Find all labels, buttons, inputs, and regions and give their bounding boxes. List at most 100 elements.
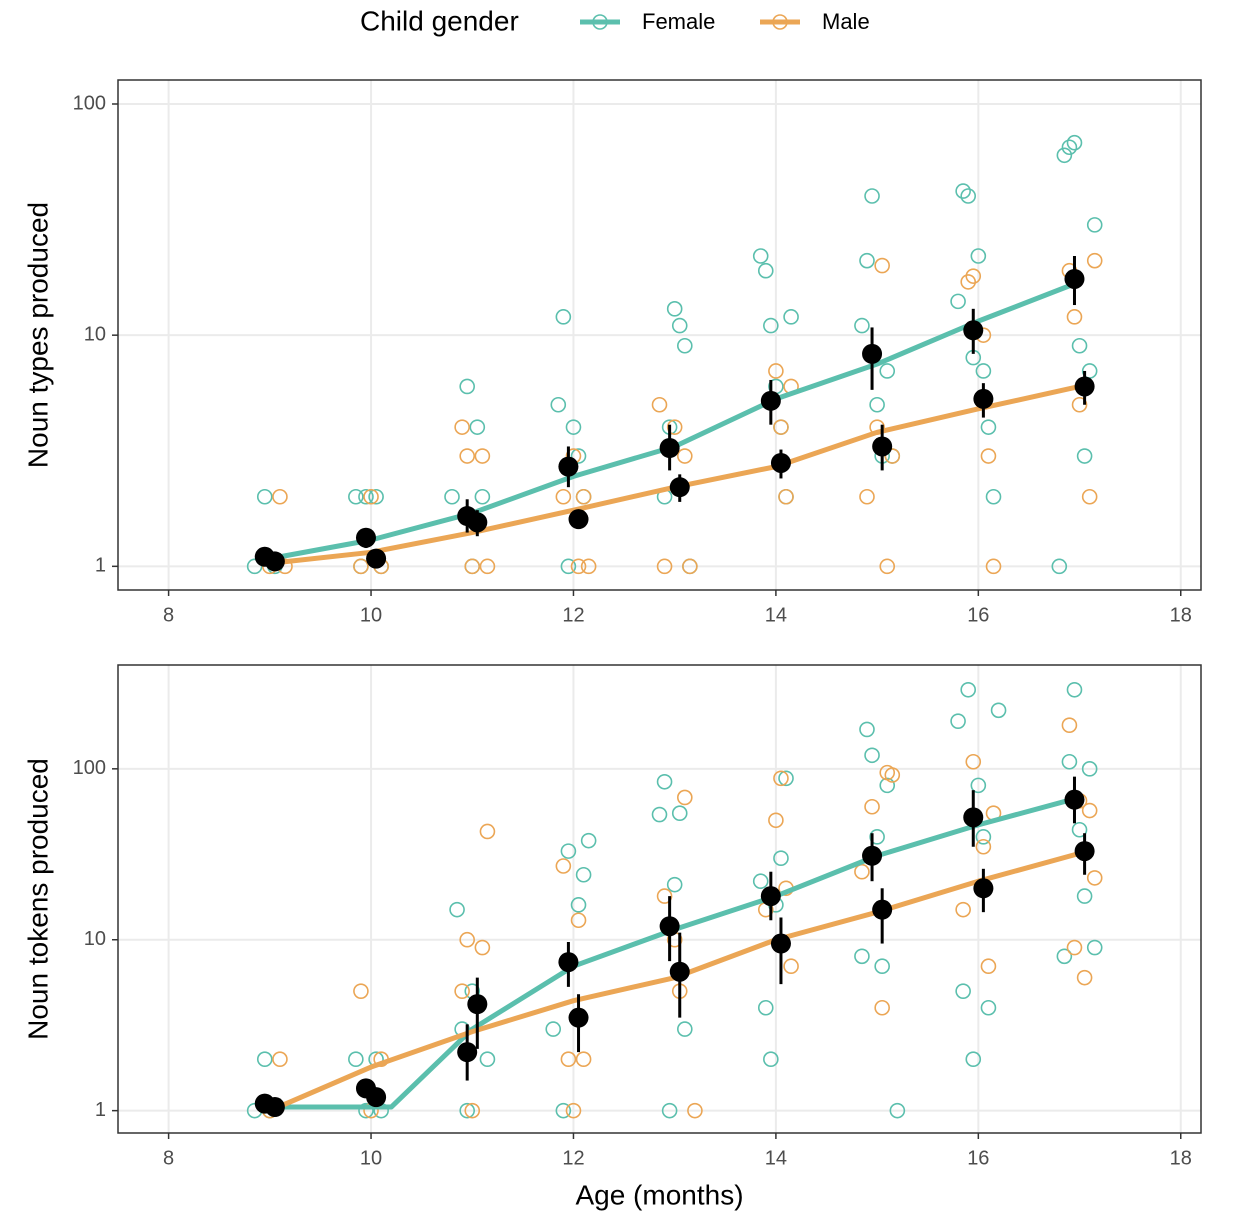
data-point (1081, 761, 1098, 777)
data-point (560, 558, 577, 575)
x-tick-label: 8 (163, 604, 174, 626)
data-point (444, 488, 460, 505)
y-tick-label: 1 (95, 1099, 106, 1121)
data-point (1061, 717, 1078, 733)
data-point (955, 901, 971, 918)
data-point (580, 832, 597, 849)
data-point (879, 363, 896, 379)
mean-point (760, 886, 781, 907)
data-point (459, 1102, 475, 1119)
data-point (651, 806, 668, 823)
data-point (955, 183, 971, 199)
mean-point (264, 1097, 285, 1118)
legend-label: Male (822, 9, 870, 34)
data-point (879, 777, 896, 794)
data-point (859, 488, 875, 505)
mean-point (872, 899, 893, 920)
data-point (778, 488, 794, 505)
panel-border (117, 664, 1202, 1134)
mean-point (1064, 789, 1085, 810)
data-point (1086, 939, 1103, 956)
data-point (474, 488, 491, 505)
legend-title: Child gender (360, 5, 519, 36)
mean-point (669, 961, 690, 982)
data-point (864, 188, 880, 204)
mean-point (659, 438, 680, 459)
data-point (1066, 939, 1083, 956)
data-point (687, 1102, 703, 1119)
data-point (358, 488, 374, 505)
data-point (256, 488, 273, 505)
data-point (651, 396, 668, 413)
data-point (985, 488, 1002, 505)
data-point (1056, 147, 1073, 164)
panel-border (117, 79, 1202, 591)
data-point (859, 252, 875, 269)
data-point (479, 1051, 496, 1067)
mean-point (862, 845, 883, 866)
data-point (661, 1102, 678, 1119)
data-point (479, 558, 496, 575)
data-point (752, 873, 769, 890)
data-point (960, 274, 977, 290)
data-point (570, 897, 587, 913)
mean-point (264, 551, 285, 572)
x-tick-label: 10 (360, 604, 382, 626)
data-point (1066, 309, 1083, 325)
mean-point (568, 1007, 589, 1028)
data-point (1081, 802, 1098, 819)
data-point (580, 558, 597, 575)
data-point (950, 293, 966, 310)
mean-point (973, 878, 994, 899)
data-point (960, 681, 977, 698)
data-point (575, 1051, 592, 1067)
data-point (763, 317, 779, 334)
mean-point (558, 456, 579, 477)
data-point (965, 753, 982, 770)
data-point (1061, 139, 1078, 156)
data-point (575, 866, 592, 883)
data-point (682, 558, 698, 575)
data-point (677, 1021, 693, 1037)
x-tick-label: 14 (765, 604, 787, 626)
data-point (980, 448, 997, 464)
data-point (955, 983, 971, 999)
data-point (565, 419, 582, 435)
data-point (874, 958, 890, 975)
data-point (570, 912, 587, 929)
data-point (560, 1051, 577, 1067)
data-point (864, 747, 880, 764)
data-point (363, 488, 379, 505)
x-tick-label: 10 (360, 1147, 382, 1169)
legend-key-point (772, 14, 788, 30)
data-point (1051, 558, 1068, 575)
data-point (555, 858, 572, 874)
data-point (575, 488, 592, 505)
y-tick-label: 1 (95, 555, 106, 577)
mean-point (558, 952, 579, 973)
x-tick-label: 16 (967, 1147, 989, 1169)
data-point (864, 798, 880, 815)
data-point (757, 262, 774, 279)
mean-point (457, 1042, 478, 1063)
data-point (1086, 217, 1103, 233)
data-point (783, 958, 799, 975)
data-point (1076, 888, 1093, 904)
data-point (353, 558, 369, 575)
data-point (246, 558, 263, 575)
data-point (353, 983, 369, 999)
mean-point (568, 509, 589, 530)
data-point (980, 419, 997, 435)
legend-label: Female (642, 9, 715, 34)
data-point (1066, 134, 1083, 151)
x-tick-label: 14 (765, 1147, 787, 1169)
x-tick-label: 12 (562, 604, 584, 626)
mean-point (973, 388, 994, 409)
data-point (884, 767, 901, 783)
data-point (889, 1102, 906, 1119)
data-point (474, 939, 491, 956)
data-point (980, 958, 997, 975)
data-point (550, 396, 567, 413)
data-point (970, 248, 987, 264)
